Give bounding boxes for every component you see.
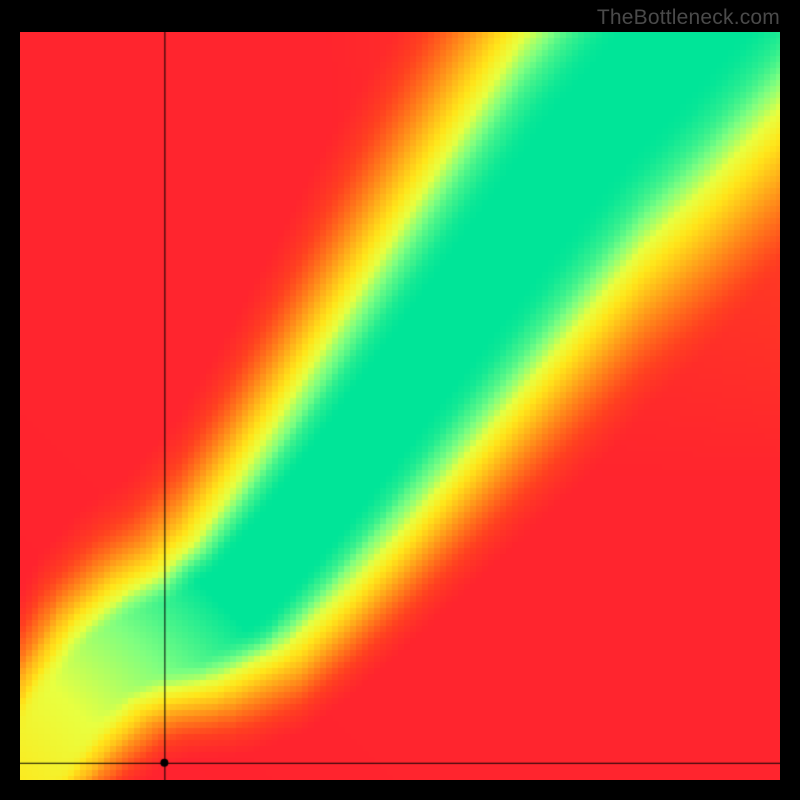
heatmap-plot [20, 32, 780, 780]
heatmap-canvas [20, 32, 780, 780]
watermark-text: TheBottleneck.com [597, 6, 780, 30]
